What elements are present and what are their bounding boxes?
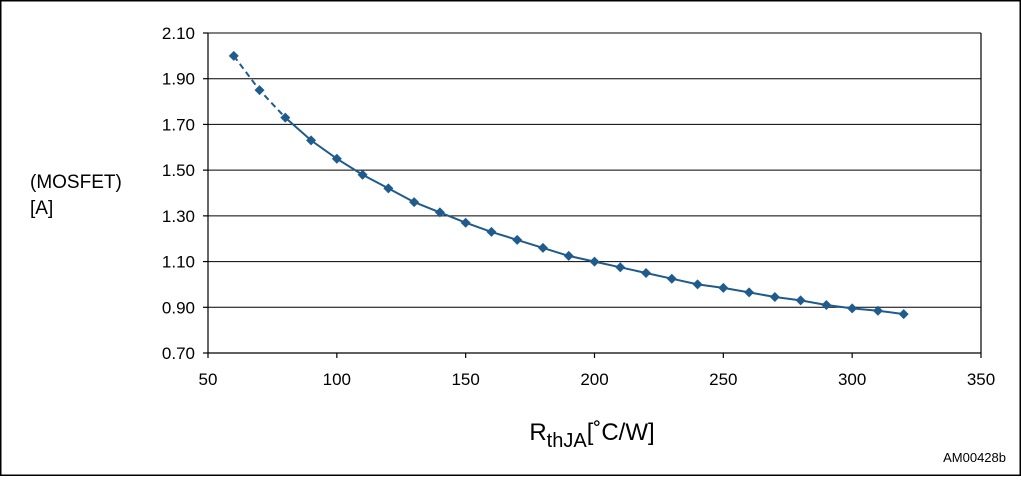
- data-point: [486, 226, 497, 237]
- data-point: [718, 282, 729, 293]
- data-point: [872, 305, 883, 316]
- data-point: [512, 234, 523, 245]
- x-axis-label-main: R: [529, 419, 546, 446]
- x-axis-label: RthJA[˚C/W]: [529, 419, 654, 452]
- x-tick-label: 150: [451, 370, 479, 389]
- data-point: [821, 300, 832, 310]
- y-tick-label: 1.70: [162, 115, 195, 134]
- x-tick-label: 100: [323, 370, 351, 389]
- data-point: [795, 295, 806, 306]
- series-group: [228, 50, 909, 320]
- data-point: [589, 256, 600, 267]
- x-tick-label: 250: [709, 370, 737, 389]
- x-tick-label: 350: [967, 370, 995, 389]
- data-point: [744, 287, 755, 298]
- y-tick-label: 0.70: [162, 344, 195, 363]
- data-point: [228, 50, 239, 61]
- data-point: [563, 250, 574, 261]
- y-tick-label: 1.10: [162, 253, 195, 272]
- data-point: [537, 242, 548, 253]
- data-point: [641, 268, 652, 278]
- data-point: [460, 217, 471, 228]
- y-tick-labels: 0.70 0.90 1.10 1.30 1.50 1.70 1.90 2.10: [162, 24, 195, 363]
- data-point: [254, 85, 265, 96]
- y-axis-label: (MOSFET): [30, 172, 122, 193]
- x-tick-labels: 50 100 150 200 250 300 350: [199, 370, 996, 389]
- x-axis-label-unit: [˚C/W]: [587, 419, 655, 446]
- data-point: [434, 207, 445, 218]
- x-tick-label: 300: [838, 370, 866, 389]
- data-point: [383, 183, 394, 194]
- axes: [203, 32, 982, 358]
- data-point: [769, 292, 780, 302]
- data-point: [847, 303, 858, 314]
- data-point: [306, 135, 317, 146]
- x-tick-label: 50: [199, 370, 218, 389]
- data-point: [280, 112, 291, 123]
- data-point: [615, 262, 626, 273]
- y-tick-label: 2.10: [162, 24, 195, 43]
- data-point: [692, 279, 703, 290]
- data-point: [357, 169, 368, 180]
- data-point: [331, 153, 342, 164]
- figure-id: AM00428b: [943, 450, 1006, 465]
- data-point: [666, 273, 677, 284]
- y-axis-unit: [A]: [30, 198, 53, 219]
- data-point: [898, 309, 909, 320]
- y-tick-label: 1.50: [162, 161, 195, 180]
- y-tick-label: 1.90: [162, 70, 195, 89]
- y-tick-label: 1.30: [162, 207, 195, 226]
- y-tick-label: 0.90: [162, 298, 195, 317]
- x-axis-label-sub: thJA: [547, 430, 588, 452]
- data-point: [409, 197, 420, 208]
- x-tick-label: 200: [580, 370, 608, 389]
